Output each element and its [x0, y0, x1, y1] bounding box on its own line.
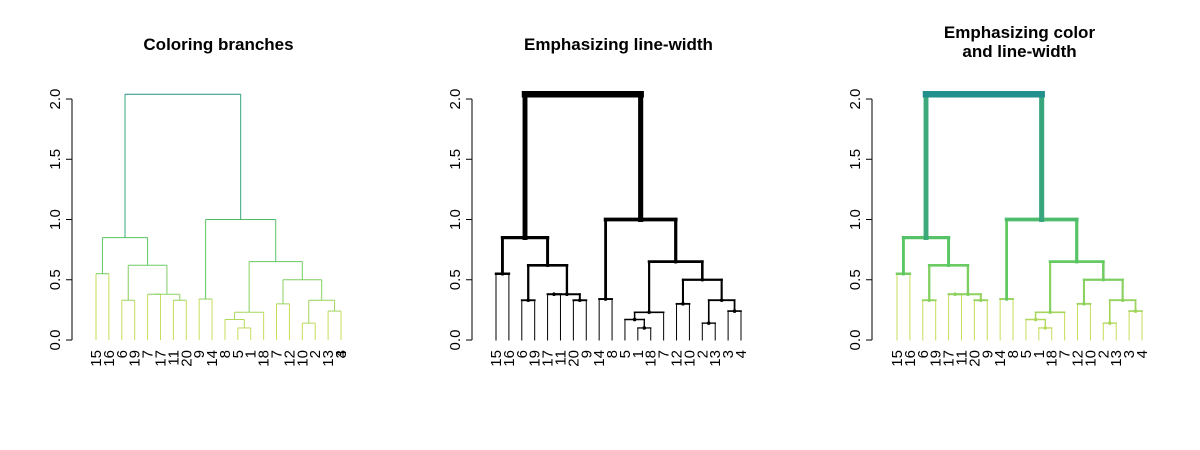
leaf-label: 9: [979, 350, 996, 358]
leaf-label: 17: [941, 350, 958, 367]
leaf-label: 1: [630, 350, 647, 358]
leaf-label: 7: [269, 350, 286, 358]
y-tick-label: 1.0: [847, 209, 864, 230]
leaf-label: 19: [527, 350, 544, 367]
y-tick-label: 1.5: [447, 149, 464, 170]
node-point-18: [581, 92, 585, 97]
leaf-label: 5: [617, 350, 634, 358]
leaf-label: 20: [966, 350, 983, 367]
leaf-label: 2: [1095, 350, 1112, 358]
y-tick-label: 1.0: [47, 209, 64, 230]
leaf-label: 5: [1018, 350, 1035, 358]
y-tick-label: 0.0: [847, 330, 864, 351]
panel-title: Emphasizing color: [944, 23, 1096, 42]
leaf-label: 10: [1082, 350, 1099, 367]
y-tick-label: 0.0: [47, 330, 64, 351]
leaf-label: 8: [604, 350, 621, 358]
leaf-label: 15: [488, 350, 505, 367]
leaf-label: 19: [928, 350, 945, 367]
leaf-label: 7: [140, 350, 157, 358]
y-tick-label: 1.0: [447, 209, 464, 230]
leaf-label: 12: [669, 350, 686, 367]
leaf-label: 12: [1070, 350, 1087, 367]
leaf-label: 9: [191, 350, 208, 358]
y-tick-label: 2.0: [447, 89, 464, 110]
leaf-label: 7: [1057, 350, 1074, 358]
leaf-label: 3: [1121, 350, 1138, 358]
y-tick-label: 2.0: [847, 89, 864, 110]
y-tick-label: 0.5: [447, 269, 464, 290]
leaf-label: 11: [552, 350, 569, 366]
panel-title: Emphasizing line-width: [524, 35, 713, 54]
leaf-label: 15: [889, 350, 906, 367]
leaf-label: 8: [217, 350, 234, 358]
leaf-label: 18: [643, 350, 660, 367]
leaf-label: 18: [1044, 350, 1061, 367]
leaf-label: 6: [915, 350, 932, 358]
leaf-label: 20: [565, 350, 582, 367]
leaf-label: 9: [578, 350, 595, 358]
leaf-label: 4: [733, 350, 750, 358]
leaf-label: 1: [1031, 350, 1048, 358]
y-tick-label: 2.0: [47, 89, 64, 110]
y-tick-label: 0.0: [447, 330, 464, 351]
leaf-label: 13: [1108, 350, 1125, 367]
leaf-label: 11: [165, 350, 182, 366]
leaf-label: 6: [114, 350, 131, 358]
panel-title: and line-width: [962, 42, 1076, 61]
leaf-label: 1: [243, 350, 260, 358]
y-tick-label: 0.5: [847, 269, 864, 290]
leaf-label: 3: [720, 350, 737, 358]
leaf-label: 14: [204, 350, 221, 367]
leaf-label: 17: [152, 350, 169, 367]
leaf-label: 4: [1134, 350, 1151, 358]
y-tick-label: 0.5: [47, 269, 64, 290]
leaf-label: 12: [281, 350, 298, 367]
leaf-label: 16: [101, 350, 118, 367]
leaf-label: 13: [707, 350, 724, 367]
y-tick-label: 1.5: [847, 149, 864, 170]
panel-coloring-branches: 0.00.51.01.52.01516619717112091485118712…: [47, 35, 350, 367]
leaf-label: 4: [333, 350, 350, 358]
leaf-label: 10: [681, 350, 698, 367]
leaf-label: 16: [902, 350, 919, 367]
node-point-18: [982, 92, 986, 97]
leaf-label: 2: [694, 350, 711, 358]
leaf-label: 11: [953, 350, 970, 366]
panel-emphasizing-line-width: 0.00.51.01.52.01516619171120914851187121…: [447, 35, 750, 367]
leaf-label: 14: [992, 350, 1009, 367]
panel-title: Coloring branches: [143, 35, 293, 54]
leaf-label: 7: [656, 350, 673, 358]
leaf-label: 17: [540, 350, 557, 367]
leaf-label: 15: [88, 350, 105, 367]
leaf-label: 16: [501, 350, 518, 367]
panel-emphasizing-color-and-line-width: 0.00.51.01.52.01516619171120914851187121…: [847, 23, 1151, 367]
leaf-label: 13: [320, 350, 337, 367]
leaf-label: 10: [294, 350, 311, 367]
leaf-label: 20: [178, 350, 195, 367]
leaf-label: 8: [1005, 350, 1022, 358]
leaf-label: 18: [256, 350, 273, 367]
leaf-label: 14: [591, 350, 608, 367]
leaf-label: 6: [514, 350, 531, 358]
leaf-label: 5: [230, 350, 247, 358]
y-tick-label: 1.5: [47, 149, 64, 170]
leaf-label: 19: [127, 350, 144, 367]
leaf-label: 2: [307, 350, 324, 358]
leaf-label: 3: [333, 350, 350, 358]
